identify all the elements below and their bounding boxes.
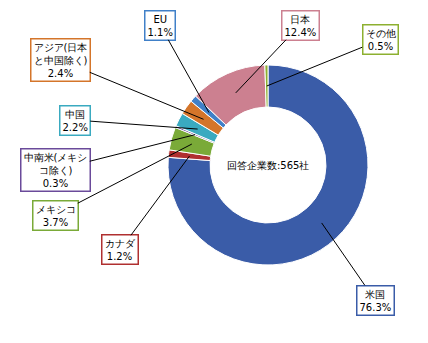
svg-text:回答企業数:565社: 回答企業数:565社 [227,160,309,171]
svg-text:米国76.3%: 米国76.3% [360,289,392,313]
svg-text:メキシコ3.7%: メキシコ3.7% [36,204,76,228]
svg-text:日本12.4%: 日本12.4% [285,14,317,38]
svg-text:その他0.5%: その他0.5% [366,28,396,52]
svg-text:中南米(メキシコ除く)0.3%: 中南米(メキシコ除く)0.3% [24,152,88,189]
svg-text:アジア(日本と中国除く)2.4%: アジア(日本と中国除く)2.4% [34,42,88,79]
svg-text:カナダ1.2%: カナダ1.2% [105,238,136,262]
svg-text:中国2.2%: 中国2.2% [63,109,88,133]
svg-text:EU1.1%: EU1.1% [148,14,173,38]
